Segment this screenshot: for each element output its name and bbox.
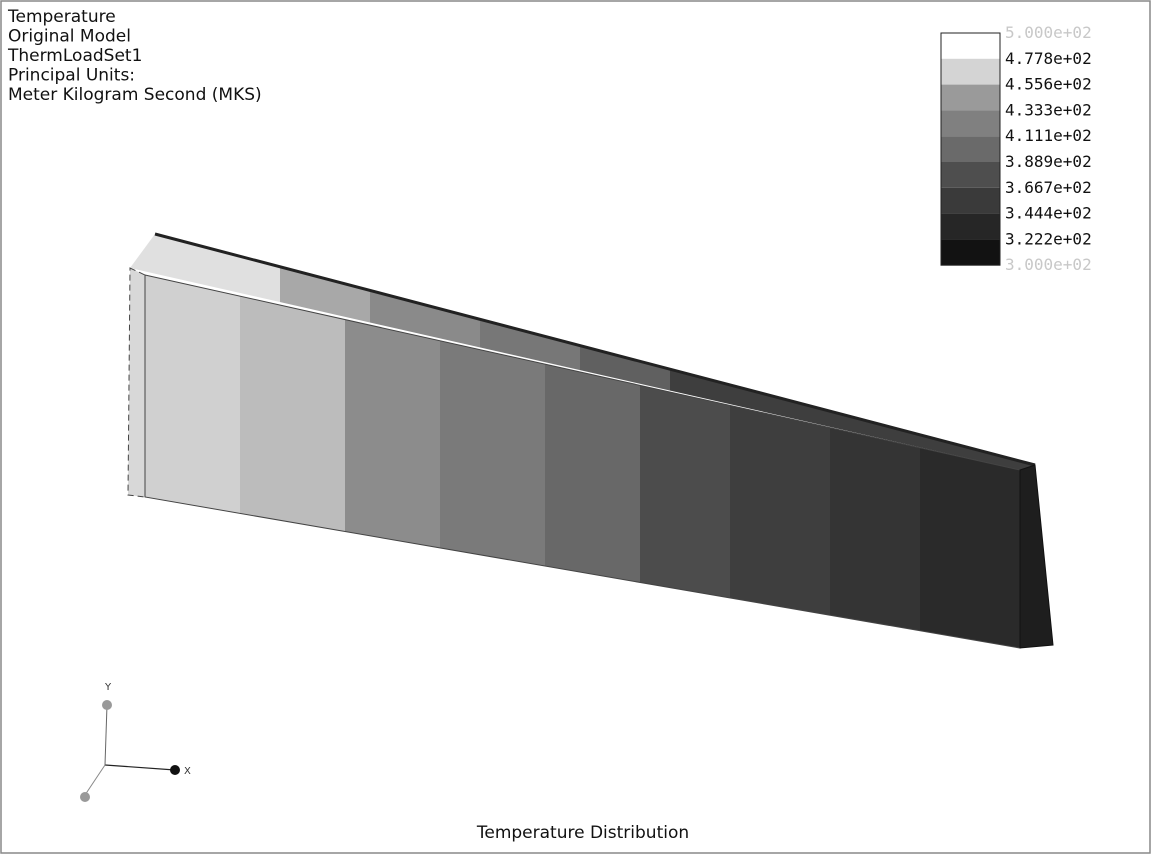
- legend-label: 5.000e+02: [1005, 23, 1092, 42]
- legend-label: 3.000e+02: [1005, 255, 1092, 274]
- legend-label: 3.889e+02: [1005, 152, 1092, 171]
- page: {"header": {"lines": ["Temperature", "Or…: [0, 0, 1152, 855]
- y-axis-label: Y: [104, 682, 112, 693]
- legend-swatch: [941, 162, 1000, 188]
- legend-swatch: [941, 59, 1000, 85]
- legend-label: 4.778e+02: [1005, 49, 1092, 68]
- header-line: Original Model: [8, 27, 131, 47]
- legend-swatch: [941, 85, 1000, 111]
- legend-swatch: [941, 33, 1000, 59]
- header-line: Temperature: [7, 7, 116, 27]
- legend-swatch: [941, 239, 1000, 265]
- legend-label: 4.333e+02: [1005, 100, 1092, 119]
- legend-swatch: [941, 188, 1000, 214]
- header-line: Principal Units:: [8, 66, 135, 86]
- header-line: ThermLoadSet1: [7, 46, 142, 66]
- legend-swatch: [941, 136, 1000, 162]
- legend-label: 3.444e+02: [1005, 204, 1092, 223]
- legend-swatch: [941, 214, 1000, 240]
- legend-label: 3.222e+02: [1005, 229, 1092, 248]
- legend-label: 3.667e+02: [1005, 178, 1092, 197]
- x-axis-label: X: [184, 766, 191, 777]
- legend-swatch: [941, 110, 1000, 136]
- viewport: TemperatureOriginal ModelThermLoadSet1Pr…: [0, 0, 1152, 855]
- header-line: Meter Kilogram Second (MKS): [8, 85, 262, 105]
- caption: Temperature Distribution: [476, 823, 689, 843]
- legend-label: 4.556e+02: [1005, 75, 1092, 94]
- legend-label: 4.111e+02: [1005, 126, 1092, 145]
